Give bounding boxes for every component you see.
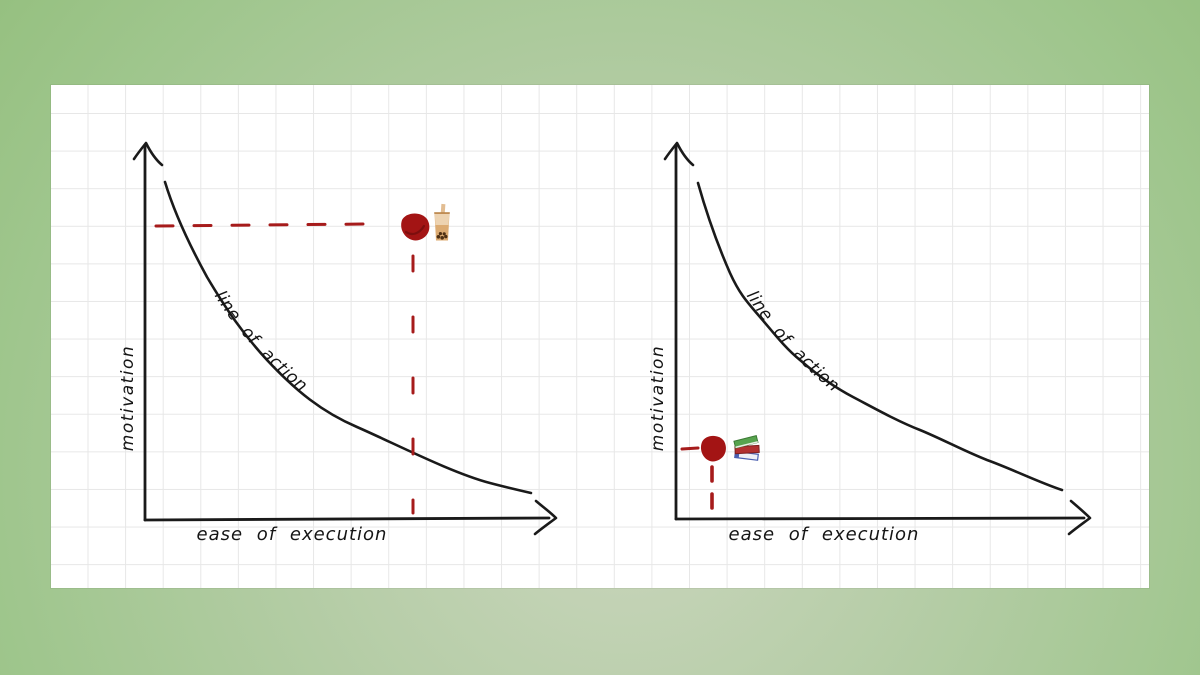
point-marker — [401, 213, 430, 241]
bubble-tea-icon — [434, 203, 450, 241]
curve-label: line of action — [742, 287, 843, 396]
horizontal-guide-dashed — [680, 446, 700, 451]
x-axis-line — [674, 516, 1086, 521]
x-axis-line — [143, 516, 551, 522]
books-icon — [733, 435, 760, 461]
tapioca-pearls — [436, 232, 448, 240]
arrow-up-icon — [663, 141, 695, 167]
chart-right: line of action motivation ease of execut… — [648, 141, 1092, 545]
book-top — [733, 435, 759, 449]
x-axis-label: ease of execution — [197, 524, 388, 545]
line-of-action-curve — [163, 180, 533, 495]
arrow-up-icon — [132, 141, 164, 167]
chart-left: line of action motivation ease of execut… — [118, 141, 558, 545]
red-dot — [700, 435, 726, 462]
arrow-right-icon — [533, 499, 558, 536]
red-dot-shading — [404, 224, 426, 236]
horizontal-guide-dashed — [154, 222, 368, 228]
y-axis-label: motivation — [648, 345, 668, 451]
x-axis-label: ease of execution — [729, 524, 920, 545]
point-marker — [700, 435, 726, 462]
curve-label: line of action — [210, 287, 311, 396]
book-middle — [734, 444, 760, 455]
red-dot — [401, 213, 430, 241]
milk — [434, 214, 450, 225]
grid-paper — [51, 85, 1149, 588]
line-of-action-curve — [696, 181, 1064, 492]
y-axis-label: motivation — [118, 345, 138, 451]
arrow-right-icon — [1067, 499, 1092, 536]
